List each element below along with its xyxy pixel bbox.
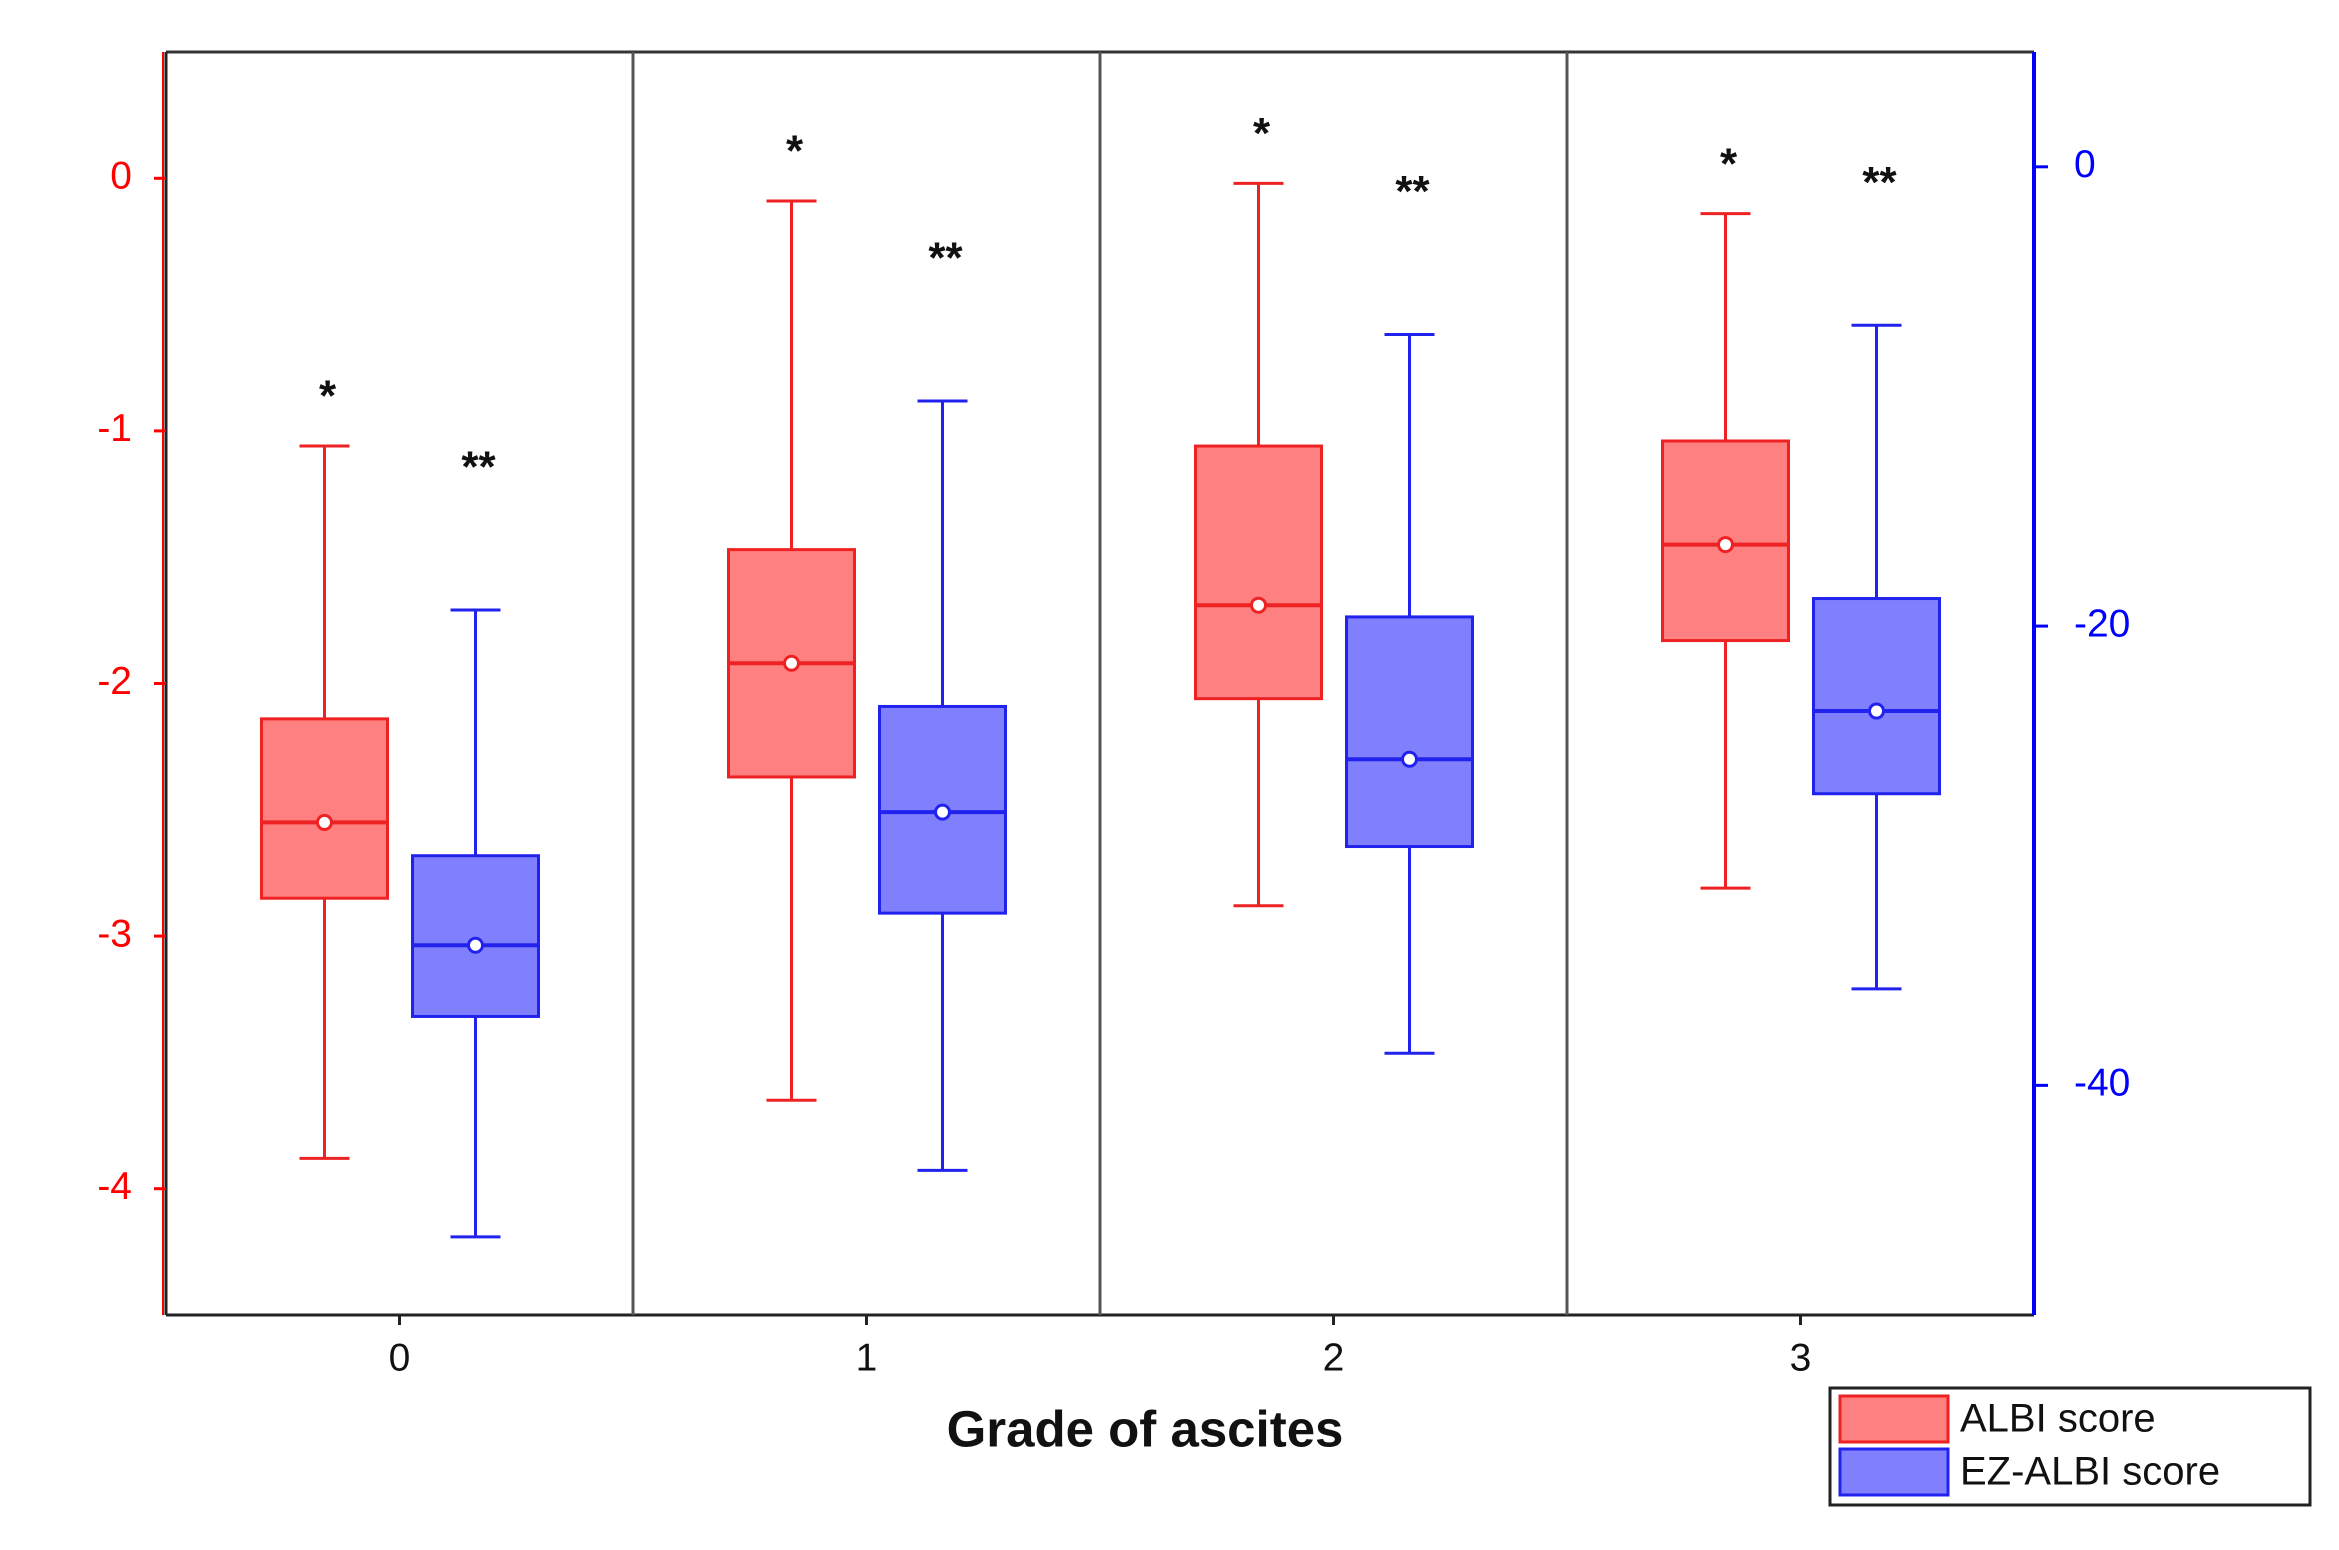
- y2-tick-label: 0: [2074, 143, 2096, 186]
- legend-label: EZ-ALBI score: [1960, 1450, 2220, 1494]
- box: [411, 854, 540, 1018]
- x-tick-label: 1: [856, 1336, 878, 1379]
- mean-marker: [467, 936, 484, 954]
- box: [1812, 597, 1941, 796]
- significance-annotation: *: [319, 372, 337, 421]
- significance-annotation: *: [1253, 109, 1271, 158]
- y2-tick-label: -40: [2074, 1062, 2130, 1105]
- y-tick-label: -2: [97, 660, 132, 703]
- significance-annotation: *: [786, 127, 804, 176]
- mean-marker: [1717, 536, 1734, 554]
- y-tick-label: -3: [97, 912, 132, 955]
- box: [1345, 615, 1474, 849]
- significance-annotation: **: [461, 443, 496, 492]
- x-axis-label: Grade of ascites: [947, 1400, 1344, 1457]
- significance-annotation: *: [1720, 139, 1738, 188]
- y-tick-label: -4: [97, 1165, 132, 1208]
- x-tick-label: 3: [1790, 1336, 1812, 1379]
- mean-marker: [934, 803, 951, 821]
- box: [878, 704, 1007, 915]
- significance-annotation: **: [1395, 167, 1430, 216]
- mean-marker: [783, 654, 800, 672]
- mean-marker: [1250, 596, 1267, 614]
- box: [1194, 444, 1323, 701]
- significance-annotation: **: [1862, 158, 1897, 207]
- y-tick-label: 0: [110, 155, 132, 198]
- y2-tick-label: -20: [2074, 602, 2130, 645]
- legend-swatch: [1838, 1394, 1950, 1444]
- legend-swatch: [1838, 1447, 1950, 1497]
- x-tick-label: 2: [1323, 1336, 1345, 1379]
- legend-label: ALBI score: [1960, 1397, 2156, 1441]
- x-tick-label: 0: [389, 1336, 411, 1379]
- y-tick-label: -1: [97, 407, 132, 450]
- box: [260, 717, 389, 900]
- significance-annotation: **: [928, 234, 963, 283]
- mean-marker: [1868, 702, 1885, 720]
- mean-marker: [1401, 750, 1418, 768]
- mean-marker: [316, 813, 333, 831]
